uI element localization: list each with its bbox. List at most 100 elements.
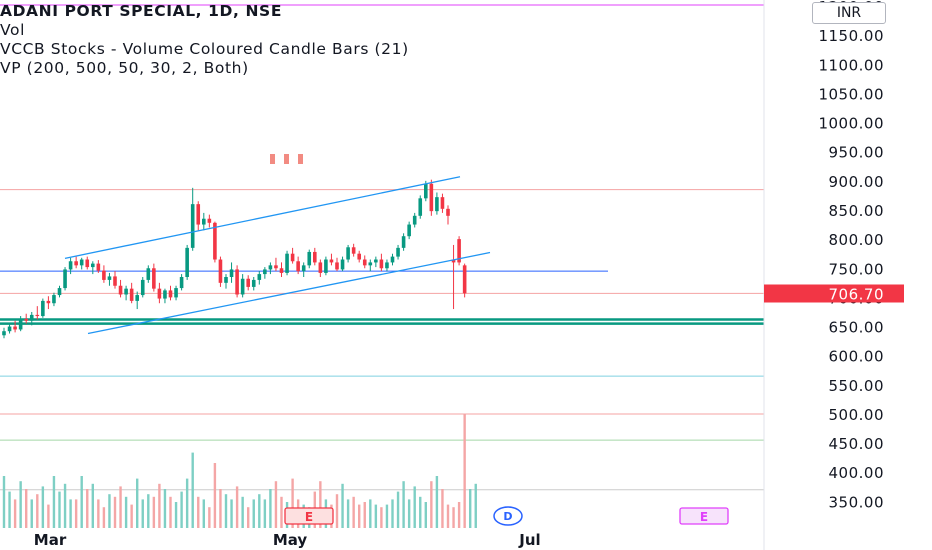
candle[interactable] bbox=[41, 298, 45, 318]
candle[interactable] bbox=[218, 256, 223, 287]
candle[interactable] bbox=[235, 265, 239, 298]
candle[interactable] bbox=[229, 262, 234, 283]
candle[interactable] bbox=[213, 221, 217, 263]
candle[interactable] bbox=[301, 262, 306, 278]
time-axis[interactable]: Mar May Jul bbox=[34, 531, 541, 549]
candle[interactable] bbox=[257, 271, 262, 285]
candle[interactable] bbox=[440, 193, 445, 213]
candle[interactable] bbox=[46, 296, 51, 310]
candle[interactable] bbox=[52, 292, 56, 307]
candle[interactable] bbox=[335, 257, 339, 272]
candle[interactable] bbox=[435, 192, 439, 215]
candle[interactable] bbox=[35, 306, 40, 320]
candle[interactable] bbox=[385, 259, 389, 272]
candle[interactable] bbox=[179, 274, 184, 291]
candle[interactable] bbox=[57, 285, 62, 298]
candle[interactable] bbox=[374, 256, 378, 268]
candle[interactable] bbox=[401, 233, 406, 251]
candle[interactable] bbox=[24, 313, 28, 324]
candle[interactable] bbox=[157, 282, 162, 304]
candle[interactable] bbox=[329, 253, 334, 266]
candle[interactable] bbox=[163, 288, 167, 304]
candle[interactable] bbox=[340, 256, 345, 272]
candle[interactable] bbox=[202, 212, 206, 231]
candle[interactable] bbox=[313, 247, 317, 266]
candle[interactable] bbox=[418, 195, 423, 219]
candle[interactable] bbox=[396, 244, 400, 260]
volume-bar bbox=[36, 494, 39, 528]
candle[interactable] bbox=[379, 253, 384, 272]
candle[interactable] bbox=[407, 221, 411, 240]
candle[interactable] bbox=[190, 187, 195, 251]
candle[interactable] bbox=[279, 262, 284, 278]
candle[interactable] bbox=[152, 263, 156, 292]
candle[interactable] bbox=[118, 279, 123, 298]
candle[interactable] bbox=[290, 247, 295, 264]
candle[interactable] bbox=[462, 263, 467, 298]
candle[interactable] bbox=[124, 285, 128, 301]
candle[interactable] bbox=[2, 327, 6, 339]
candle[interactable] bbox=[63, 267, 67, 291]
event-marker-e[interactable]: E bbox=[284, 507, 334, 525]
candle[interactable] bbox=[368, 259, 373, 272]
candle[interactable] bbox=[346, 244, 350, 263]
vccb-indicator-label[interactable]: VCCB Stocks - Volume Coloured Candle Bar… bbox=[0, 40, 409, 58]
candle[interactable] bbox=[113, 271, 117, 289]
candle[interactable] bbox=[174, 285, 178, 301]
candle[interactable] bbox=[429, 179, 434, 216]
candle[interactable] bbox=[318, 259, 323, 278]
volume-bar bbox=[230, 499, 233, 528]
candle[interactable] bbox=[457, 236, 461, 266]
candle[interactable] bbox=[196, 201, 201, 231]
candle[interactable] bbox=[146, 265, 151, 283]
candle[interactable] bbox=[263, 267, 267, 279]
candle[interactable] bbox=[446, 205, 450, 225]
candle[interactable] bbox=[102, 265, 106, 283]
candle[interactable] bbox=[168, 285, 173, 301]
candle[interactable] bbox=[68, 257, 73, 275]
candle[interactable] bbox=[307, 249, 312, 269]
candle[interactable] bbox=[29, 311, 34, 326]
candle[interactable] bbox=[207, 214, 212, 228]
candle[interactable] bbox=[451, 244, 456, 310]
candle[interactable] bbox=[251, 277, 256, 291]
candle[interactable] bbox=[185, 244, 189, 280]
candle[interactable] bbox=[274, 257, 278, 272]
currency-badge[interactable]: INR bbox=[812, 2, 886, 24]
candle[interactable] bbox=[140, 277, 145, 298]
volume-bar bbox=[374, 504, 378, 528]
candle[interactable] bbox=[324, 256, 328, 276]
event-marker-e[interactable]: E bbox=[679, 507, 729, 525]
channel-lower-line[interactable] bbox=[87, 251, 491, 335]
candle[interactable] bbox=[129, 282, 134, 304]
volume-bar bbox=[452, 507, 455, 528]
candle[interactable] bbox=[246, 275, 250, 291]
candle[interactable] bbox=[79, 257, 84, 270]
channel-upper-line[interactable] bbox=[64, 176, 461, 259]
candle[interactable] bbox=[85, 256, 90, 270]
candle[interactable] bbox=[390, 253, 395, 266]
event-marker-d[interactable]: D bbox=[493, 506, 523, 526]
candle[interactable] bbox=[135, 291, 139, 310]
candle[interactable] bbox=[96, 260, 101, 273]
candle[interactable] bbox=[357, 250, 361, 263]
candle[interactable] bbox=[107, 272, 112, 286]
candle[interactable] bbox=[240, 274, 245, 298]
candle[interactable] bbox=[412, 212, 417, 228]
candle[interactable] bbox=[285, 250, 289, 276]
candle[interactable] bbox=[91, 261, 95, 275]
volume-indicator-label[interactable]: Vol bbox=[0, 21, 25, 39]
candle[interactable] bbox=[18, 316, 23, 332]
price-axis[interactable]: 1200.001150.001100.001050.001000.00950.0… bbox=[764, 0, 904, 511]
candle[interactable] bbox=[13, 320, 17, 333]
candle[interactable] bbox=[7, 323, 12, 334]
candle[interactable] bbox=[74, 256, 78, 269]
candle[interactable] bbox=[224, 274, 228, 289]
candle[interactable] bbox=[351, 243, 356, 257]
candle[interactable] bbox=[268, 262, 273, 275]
symbol-title[interactable]: ADANI PORT SPECIAL, 1D, NSE bbox=[0, 2, 283, 20]
candle[interactable] bbox=[362, 255, 367, 269]
candle[interactable] bbox=[296, 256, 300, 275]
volume-profile-label[interactable]: VP (200, 500, 50, 30, 2, Both) bbox=[0, 59, 249, 77]
